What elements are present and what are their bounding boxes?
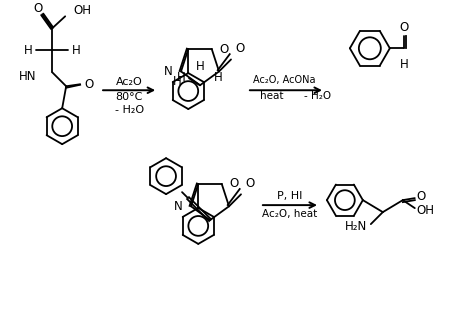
Text: OH: OH <box>417 203 435 217</box>
Text: N: N <box>174 200 183 213</box>
Text: N: N <box>164 65 173 78</box>
Text: O: O <box>230 177 239 191</box>
Text: HN: HN <box>19 70 36 83</box>
Text: H: H <box>214 71 223 84</box>
Text: OH: OH <box>73 4 91 17</box>
Text: Ac₂O, heat: Ac₂O, heat <box>262 209 318 219</box>
Text: H: H <box>196 60 204 73</box>
Text: - H₂O: - H₂O <box>115 105 144 115</box>
Text: - H₂O: - H₂O <box>304 91 332 101</box>
Text: Ac₂O: Ac₂O <box>116 77 143 87</box>
Text: O: O <box>84 78 94 91</box>
Text: H₂N: H₂N <box>345 220 367 232</box>
Text: P, HI: P, HI <box>277 191 302 201</box>
Text: H: H <box>177 71 186 84</box>
Text: O: O <box>245 177 254 190</box>
Text: 80°C: 80°C <box>115 92 143 102</box>
Text: heat: heat <box>260 91 284 101</box>
Text: O: O <box>220 43 229 56</box>
Text: O: O <box>417 190 426 203</box>
Text: O: O <box>399 21 409 34</box>
Text: O: O <box>34 2 43 15</box>
Text: H: H <box>72 44 81 57</box>
Text: Ac₂O, AcONa: Ac₂O, AcONa <box>253 75 315 85</box>
Text: H: H <box>400 58 408 71</box>
Text: H: H <box>173 75 182 88</box>
Text: H: H <box>23 44 32 57</box>
Text: O: O <box>235 43 244 55</box>
